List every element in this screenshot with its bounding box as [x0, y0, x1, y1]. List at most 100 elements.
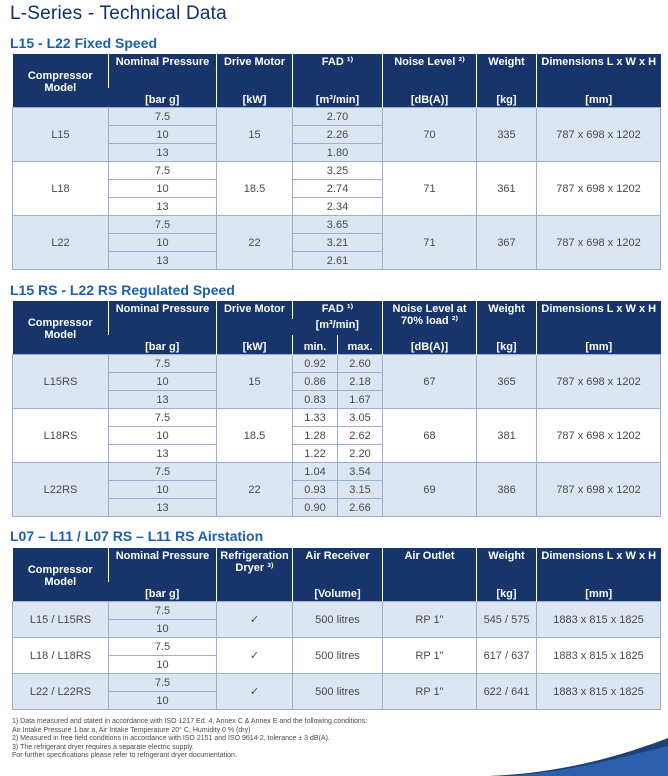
- table-row: 13 2.61: [13, 251, 661, 270]
- fad-max-cell: 3.54: [336, 462, 384, 481]
- unit-weight: [kg]: [476, 87, 537, 108]
- fad-max-cell: 2.60: [336, 354, 384, 373]
- fad-min-cell: 1.04: [292, 462, 338, 481]
- noise-cell: 68: [382, 408, 478, 463]
- header-drive-motor: Drive Motor: [216, 301, 293, 335]
- outlet-cell: RP 1": [382, 637, 477, 674]
- dimensions-cell: 787 x 698 x 1202: [536, 215, 661, 270]
- model-cell: L15RS: [12, 354, 109, 409]
- pressure-cell: 7.5: [108, 637, 217, 656]
- fad-min-cell: 0.83: [292, 390, 338, 409]
- regulated-speed-title: L15 RS - L22 RS Regulated Speed: [10, 282, 235, 298]
- header-fad: FAD ¹⁾: [292, 54, 383, 88]
- fad-min-cell: 0.90: [292, 498, 338, 517]
- model-cell: L22: [12, 215, 109, 270]
- pressure-cell: 10: [108, 691, 217, 710]
- table-row: 10 3.21: [13, 233, 661, 252]
- fad-min-cell: 0.86: [292, 372, 338, 391]
- pressure-cell: 7.5: [108, 215, 217, 234]
- fad-cell: 3.65: [292, 215, 383, 234]
- pressure-cell: 10: [108, 480, 217, 499]
- pressure-cell: 7.5: [108, 673, 217, 692]
- unit-fad: [m³/min]: [292, 319, 383, 335]
- pressure-cell: 13: [108, 444, 217, 463]
- unit-noise: [dB(A)]: [382, 87, 477, 108]
- outlet-cell: RP 1": [382, 673, 477, 710]
- model-cell: L22 / L22RS: [12, 673, 109, 710]
- table-row: 10: [13, 691, 661, 710]
- fad-min-cell: 1.22: [292, 444, 338, 463]
- header-refrigeration-dryer: Refrigeration Dryer ³⁾: [216, 548, 293, 602]
- header-dimensions: Dimensions L x W x H: [536, 54, 661, 88]
- regulated-speed-table: Compressor Model Nominal Pressure Drive …: [12, 301, 662, 517]
- table-row: 10 0.86 2.18: [13, 372, 661, 391]
- dimensions-cell: 1883 x 815 x 1825: [536, 601, 661, 638]
- noise-cell: 69: [382, 462, 478, 517]
- checkmark-icon: ✓: [216, 637, 293, 674]
- weight-cell: 617 / 637: [476, 637, 537, 674]
- dimensions-cell: 787 x 698 x 1202: [536, 354, 662, 409]
- table-row: L15RS 7.5 15 0.92 2.60 67 365 787 x 698 …: [12, 354, 662, 409]
- header-dimensions: Dimensions L x W x H: [536, 301, 661, 335]
- fad-min-label: min.: [292, 334, 338, 355]
- fad-cell: 2.61: [292, 251, 383, 270]
- weight-cell: 367: [476, 215, 537, 270]
- header-fad: FAD ¹⁾: [291, 301, 383, 320]
- table-row: L15 7.5 15 2.70 70 335 787 x 698 x 1202: [12, 107, 661, 162]
- checkmark-icon: ✓: [216, 601, 293, 638]
- pressure-cell: 7.5: [108, 408, 217, 427]
- fad-max-cell: 2.62: [336, 426, 384, 445]
- model-cell: L18RS: [12, 408, 109, 463]
- pressure-cell: 10: [108, 179, 217, 198]
- fad-cell: 2.34: [292, 197, 383, 216]
- page-title: L-Series - Technical Data: [10, 3, 227, 24]
- unit-dimensions: [mm]: [536, 87, 661, 108]
- motor-cell: 15: [216, 107, 293, 162]
- unit-pressure: [bar g]: [108, 87, 217, 108]
- model-cell: L15 / L15RS: [12, 601, 109, 638]
- pressure-cell: 7.5: [108, 354, 217, 373]
- header-drive-motor: Drive Motor: [216, 54, 293, 88]
- dimensions-cell: 787 x 698 x 1202: [536, 107, 661, 162]
- fad-min-cell: 1.28: [292, 426, 338, 445]
- fad-max-cell: 1.67: [336, 390, 384, 409]
- fad-min-cell: 1.33: [292, 408, 338, 427]
- motor-cell: 18.5: [216, 408, 293, 463]
- pressure-cell: 13: [108, 390, 217, 409]
- fad-max-label: max.: [336, 334, 383, 355]
- header-nominal-pressure: Nominal Pressure: [108, 548, 217, 582]
- table-row: 10 1.28 2.62: [13, 426, 661, 445]
- footnote: 1) Data measured and stated in accordanc…: [12, 718, 368, 725]
- table-row: 13 0.83 1.67: [13, 390, 661, 409]
- motor-cell: 18.5: [216, 161, 293, 216]
- table-row: 10 2.26: [13, 125, 661, 144]
- model-cell: L15: [12, 107, 109, 162]
- table-row: L18 7.5 18.5 3.25 71 361 787 x 698 x 120…: [12, 161, 661, 216]
- dimensions-cell: 787 x 698 x 1202: [536, 462, 662, 517]
- footnote: For further specifications please refer …: [12, 752, 237, 760]
- receiver-cell: 500 litres: [292, 673, 383, 710]
- dimensions-cell: 787 x 698 x 1202: [536, 408, 662, 463]
- header-air-receiver: Air Receiver: [292, 548, 383, 582]
- pressure-cell: 10: [108, 125, 217, 144]
- pressure-cell: 7.5: [108, 462, 217, 481]
- unit-noise: [dB(A)]: [382, 334, 477, 355]
- header-weight: Weight: [476, 301, 537, 335]
- noise-cell: 67: [382, 354, 478, 409]
- motor-cell: 22: [216, 215, 293, 270]
- header-weight: Weight: [476, 54, 537, 88]
- dimensions-cell: 1883 x 815 x 1825: [536, 673, 661, 710]
- header-dimensions: Dimensions L x W x H: [536, 548, 661, 582]
- header-nominal-pressure: Nominal Pressure: [108, 301, 217, 335]
- motor-cell: 22: [216, 462, 293, 517]
- unit-dimensions: [mm]: [536, 334, 661, 355]
- unit-fad: [m³/min]: [292, 87, 383, 108]
- noise-cell: 70: [382, 107, 477, 162]
- pressure-cell: 10: [108, 372, 217, 391]
- pressure-cell: 7.5: [108, 161, 217, 180]
- table-row: L18RS 7.5 18.5 1.33 3.05 68 381 787 x 69…: [12, 408, 662, 463]
- footnote: Air Intake Pressure 1 bar a, Air Intake …: [12, 726, 251, 734]
- table-row: 10 2.74: [13, 179, 661, 198]
- table-row: L18 / L18RS 7.5 ✓ 500 litres RP 1" 617 /…: [12, 637, 661, 674]
- header-air-outlet: Air Outlet: [382, 548, 477, 602]
